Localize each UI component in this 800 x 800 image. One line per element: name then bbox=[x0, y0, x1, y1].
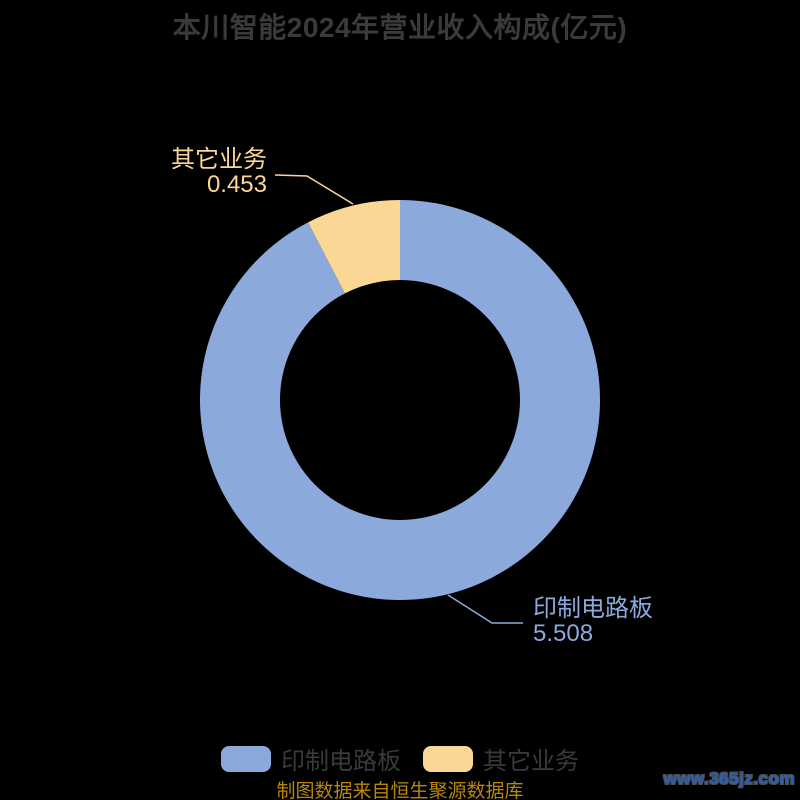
donut-segment-1[interactable] bbox=[308, 200, 400, 294]
label-other-value: 0.453 bbox=[206, 171, 267, 198]
label-other: 其它业务 0.453 bbox=[171, 147, 267, 197]
legend-item-other[interactable]: 其它业务 bbox=[423, 741, 579, 776]
legend-swatch-pcb[interactable] bbox=[221, 745, 271, 772]
donut-segments bbox=[200, 200, 601, 600]
legend-swatch-other[interactable] bbox=[423, 745, 473, 772]
leader-line-pcb bbox=[447, 594, 523, 624]
watermark: www.365jz.com bbox=[663, 769, 795, 788]
donut-segment-0[interactable] bbox=[200, 200, 601, 600]
legend-item-pcb[interactable]: 印制电路板 bbox=[221, 741, 401, 776]
label-other-name: 其它业务 bbox=[171, 146, 267, 173]
legend: 印制电路板 其它业务 bbox=[0, 741, 800, 776]
legend-label-other: 其它业务 bbox=[483, 748, 579, 775]
chart-title: 本川智能2024年营业收入构成(亿元) bbox=[172, 12, 628, 43]
label-pcb-name: 印制电路板 bbox=[533, 595, 653, 622]
label-pcb-value: 5.508 bbox=[533, 620, 594, 647]
leader-line-other bbox=[274, 174, 354, 205]
label-pcb: 印制电路板 5.508 bbox=[533, 596, 653, 646]
legend-label-pcb: 印制电路板 bbox=[281, 748, 401, 775]
source-note: 制图数据来自恒生聚源数据库 bbox=[276, 781, 524, 800]
